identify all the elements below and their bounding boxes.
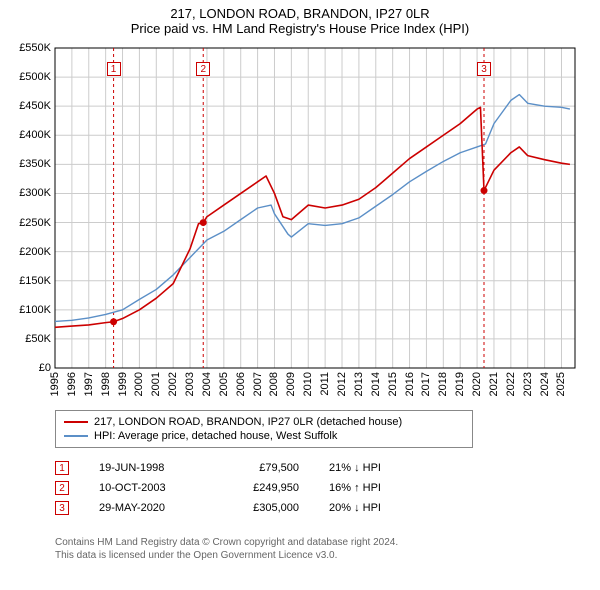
chart-title: 217, LONDON ROAD, BRANDON, IP27 0LR [0, 0, 600, 21]
sale-row: 2 10-OCT-2003 £249,950 16% ↑ HPI [55, 478, 419, 498]
sale-price: £305,000 [219, 502, 299, 514]
x-axis-label: 2021 [488, 372, 500, 396]
x-axis-label: 2013 [353, 372, 365, 396]
x-axis-label: 2001 [150, 372, 162, 396]
plot-svg [55, 48, 575, 368]
x-axis-label: 2016 [404, 372, 416, 396]
sale-date: 10-OCT-2003 [99, 482, 189, 494]
x-axis-label: 2009 [285, 372, 297, 396]
y-axis-label: £200K [19, 246, 51, 258]
x-axis-label: 2000 [133, 372, 145, 396]
sale-price: £249,950 [219, 482, 299, 494]
x-axis-label: 2014 [370, 372, 382, 396]
x-axis-label: 2008 [268, 372, 280, 396]
sales-table: 1 19-JUN-1998 £79,500 21% ↓ HPI 2 10-OCT-2003… [55, 458, 419, 518]
y-axis-label: £350K [19, 158, 51, 170]
y-axis-label: £50K [25, 333, 51, 345]
chart-container: 217, LONDON ROAD, BRANDON, IP27 0LR Pric… [0, 0, 600, 590]
x-axis-label: 2005 [218, 372, 230, 396]
legend-swatch [64, 421, 88, 423]
sale-row-marker: 2 [55, 481, 69, 495]
x-axis-label: 2022 [505, 372, 517, 396]
footer-line: Contains HM Land Registry data © Crown c… [55, 536, 398, 549]
sale-row-marker: 1 [55, 461, 69, 475]
x-axis-label: 1997 [83, 372, 95, 396]
x-axis-label: 1999 [117, 372, 129, 396]
x-axis-label: 1996 [66, 372, 78, 396]
x-axis-label: 1995 [49, 372, 61, 396]
x-axis-label: 2023 [522, 372, 534, 396]
legend-item: HPI: Average price, detached house, West… [64, 429, 464, 443]
x-axis-label: 2018 [437, 372, 449, 396]
legend: 217, LONDON ROAD, BRANDON, IP27 0LR (det… [55, 410, 473, 448]
legend-label: HPI: Average price, detached house, West… [94, 430, 337, 442]
sale-vs-hpi: 20% ↓ HPI [329, 502, 419, 514]
x-axis-label: 2025 [555, 372, 567, 396]
x-axis-label: 2004 [201, 372, 213, 396]
sale-row-marker: 3 [55, 501, 69, 515]
x-axis-label: 2003 [184, 372, 196, 396]
sale-marker-3: 3 [477, 62, 491, 76]
sale-date: 19-JUN-1998 [99, 462, 189, 474]
x-axis-label: 2020 [471, 372, 483, 396]
y-axis-label: £100K [19, 304, 51, 316]
y-axis-label: £400K [19, 129, 51, 141]
plot-area: £0£50K£100K£150K£200K£250K£300K£350K£400… [55, 48, 575, 368]
sale-price: £79,500 [219, 462, 299, 474]
legend-label: 217, LONDON ROAD, BRANDON, IP27 0LR (det… [94, 416, 402, 428]
sale-row: 1 19-JUN-1998 £79,500 21% ↓ HPI [55, 458, 419, 478]
y-axis-label: £550K [19, 42, 51, 54]
x-axis-label: 2011 [319, 372, 331, 396]
x-axis-label: 2002 [167, 372, 179, 396]
x-axis-label: 1998 [100, 372, 112, 396]
y-axis-label: £450K [19, 100, 51, 112]
legend-swatch [64, 435, 88, 437]
x-axis-label: 2010 [302, 372, 314, 396]
sale-marker-1: 1 [107, 62, 121, 76]
x-axis-label: 2015 [387, 372, 399, 396]
x-axis-label: 2012 [336, 372, 348, 396]
x-axis-label: 2007 [252, 372, 264, 396]
x-axis-label: 2006 [235, 372, 247, 396]
y-axis-label: £150K [19, 275, 51, 287]
y-axis-label: £500K [19, 71, 51, 83]
sale-marker-2: 2 [196, 62, 210, 76]
sale-vs-hpi: 16% ↑ HPI [329, 482, 419, 494]
sale-row: 3 29-MAY-2020 £305,000 20% ↓ HPI [55, 498, 419, 518]
y-axis-label: £250K [19, 217, 51, 229]
y-axis-label: £300K [19, 187, 51, 199]
legend-item: 217, LONDON ROAD, BRANDON, IP27 0LR (det… [64, 415, 464, 429]
sale-date: 29-MAY-2020 [99, 502, 189, 514]
x-axis-label: 2019 [454, 372, 466, 396]
chart-subtitle: Price paid vs. HM Land Registry's House … [0, 21, 600, 40]
footer-line: This data is licensed under the Open Gov… [55, 549, 398, 562]
x-axis-label: 2024 [539, 372, 551, 396]
footer-attribution: Contains HM Land Registry data © Crown c… [55, 536, 398, 562]
x-axis-label: 2017 [420, 372, 432, 396]
sale-vs-hpi: 21% ↓ HPI [329, 462, 419, 474]
